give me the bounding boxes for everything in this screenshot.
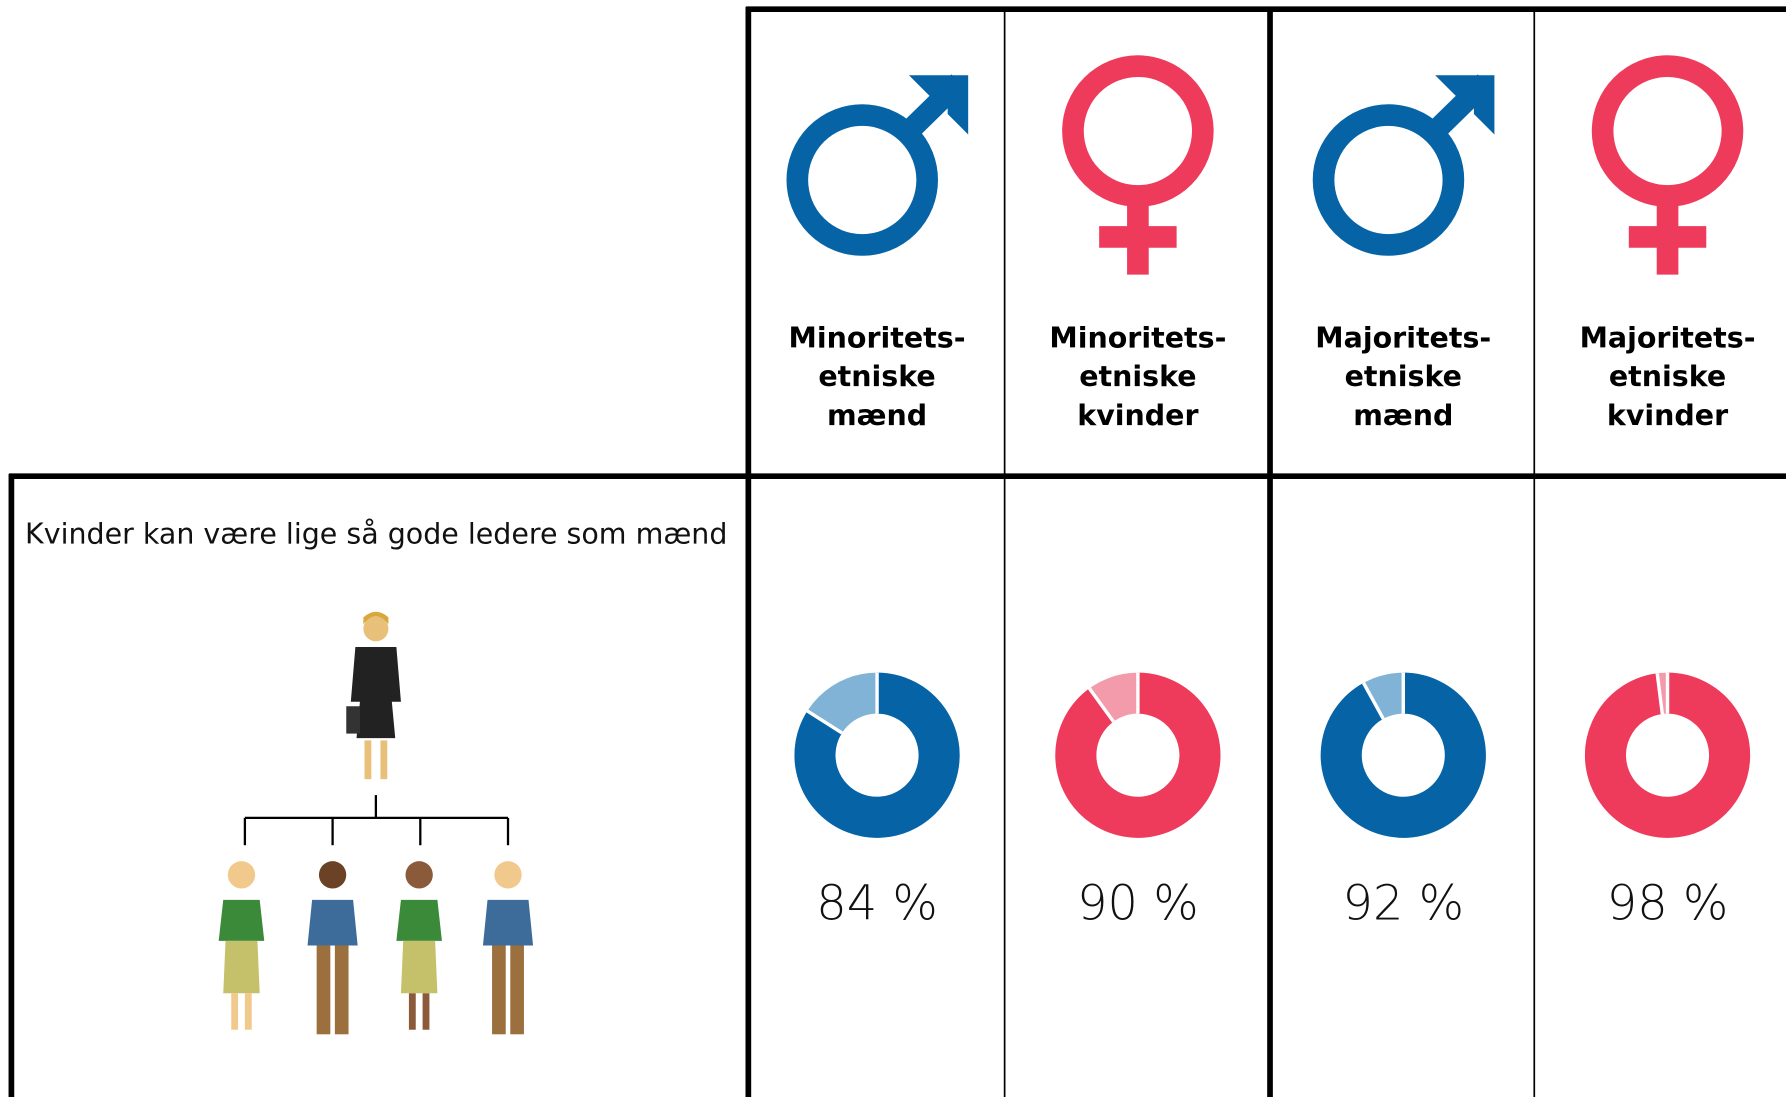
column-label: kvinder [1607,399,1728,432]
column-label: etniske [818,360,935,393]
value-label: 90 % [1077,877,1199,932]
column-label: Minoritets- [789,321,966,354]
value-label: 92 % [1343,877,1465,932]
value-label: 84 % [816,877,938,932]
column-label: Majoritets- [1315,321,1491,354]
column-label: kvinder [1077,399,1198,432]
statement-box: Kvinder kan være lige så gode ledere som… [25,515,731,606]
column-label: mænd [827,399,927,432]
column-label: etniske [1609,360,1726,393]
column-label: etniske [1345,360,1462,393]
page: Kvinder kan være lige så gode ledere som… [0,0,1786,1097]
employees [219,861,533,1034]
infographic: Kvinder kan være lige så gode ledere som… [0,0,1786,1097]
column-label: etniske [1079,360,1196,393]
manager [346,612,401,779]
gender-symbol [1073,66,1203,274]
gender-symbol [797,75,968,245]
column-label: Minoritets- [1049,321,1226,354]
column-label: mænd [1353,399,1453,432]
statement: Kvinder kan være lige så gode ledere som… [25,515,731,554]
column-label: Majoritets- [1580,321,1756,354]
org-lines [245,795,508,845]
symbol-ring [1073,66,1203,196]
illustration [219,612,533,1035]
gender-symbol [1603,66,1733,274]
gender-symbol [1324,75,1495,245]
value-label: 98 % [1607,877,1729,932]
symbol-ring [1603,66,1733,196]
